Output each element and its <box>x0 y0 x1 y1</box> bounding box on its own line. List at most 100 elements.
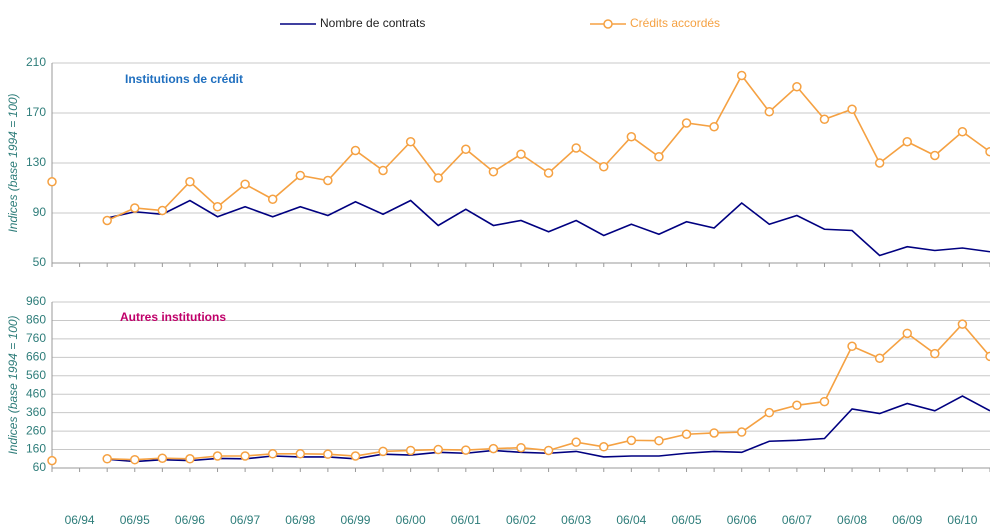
series-line <box>106 74 990 222</box>
point <box>405 137 416 147</box>
x-tick-label: 06/05 <box>672 513 702 527</box>
point <box>488 443 499 454</box>
subtitle: Institutions de crédit <box>125 72 243 86</box>
point <box>957 127 968 137</box>
y-tick-label: 60 <box>33 460 47 474</box>
point <box>516 442 526 453</box>
point <box>709 122 719 132</box>
point <box>985 351 990 362</box>
x-tick-label: 06/96 <box>175 513 205 527</box>
point <box>47 177 57 187</box>
x-tick-label: 06/10 <box>947 513 977 527</box>
point <box>130 454 140 465</box>
point <box>267 194 278 204</box>
point <box>902 137 912 147</box>
point <box>599 442 609 452</box>
y-tick-label: 210 <box>26 55 46 69</box>
y-tick-label: 360 <box>26 405 46 419</box>
point <box>847 104 857 114</box>
point <box>378 446 388 457</box>
point <box>792 400 802 411</box>
point <box>543 445 554 456</box>
x-tick-label: 06/06 <box>727 513 757 527</box>
point <box>985 147 990 157</box>
point <box>378 165 388 176</box>
point <box>405 445 416 456</box>
y-tick-label: 660 <box>26 350 46 364</box>
y-tick-label: 460 <box>26 386 46 400</box>
point <box>185 177 195 187</box>
point <box>681 118 692 128</box>
point <box>709 428 719 438</box>
point <box>130 203 140 213</box>
y-axis-title: Indices (base 1994 = 100) <box>6 315 20 454</box>
x-tick-label: 06/98 <box>285 513 315 527</box>
point <box>212 451 223 461</box>
point <box>654 435 664 446</box>
x-tick-label: 06/00 <box>396 513 426 527</box>
point <box>433 444 443 455</box>
point <box>323 449 333 459</box>
point <box>350 145 361 156</box>
point <box>626 435 637 446</box>
point <box>819 396 830 407</box>
legend-marker <box>603 19 613 29</box>
y-axis-title: Indices (base 1994 = 100) <box>6 93 20 232</box>
point <box>819 114 830 124</box>
point <box>543 168 554 178</box>
point <box>350 451 361 461</box>
point <box>626 132 637 142</box>
point <box>323 175 333 186</box>
x-tick-label: 06/01 <box>451 513 481 527</box>
point <box>930 348 940 359</box>
y-tick-label: 960 <box>26 294 46 308</box>
x-tick-label: 06/99 <box>340 513 370 527</box>
x-tick-label: 06/09 <box>892 513 922 527</box>
point <box>681 429 692 439</box>
point <box>571 143 581 153</box>
x-tick-label: 06/95 <box>120 513 150 527</box>
point <box>212 202 223 212</box>
point <box>902 328 912 339</box>
point <box>157 453 168 463</box>
point <box>47 455 57 466</box>
point <box>599 162 609 172</box>
y-tick-label: 130 <box>26 155 46 169</box>
x-tick-label: 06/94 <box>65 513 95 527</box>
x-tick-label: 06/03 <box>561 513 591 527</box>
point <box>571 437 581 447</box>
point <box>764 407 775 418</box>
point <box>240 179 250 189</box>
y-tick-label: 160 <box>26 442 46 456</box>
point <box>874 353 885 364</box>
series-line <box>107 322 990 461</box>
x-tick-label: 06/97 <box>230 513 260 527</box>
point <box>736 427 747 437</box>
point <box>792 82 802 92</box>
point <box>461 144 471 154</box>
point <box>847 341 857 352</box>
subtitle: Autres institutions <box>120 310 226 324</box>
point <box>874 158 885 168</box>
y-tick-label: 260 <box>26 423 46 437</box>
point <box>957 319 968 329</box>
point <box>240 451 250 461</box>
y-tick-label: 860 <box>26 313 46 327</box>
point <box>516 149 526 159</box>
point <box>267 449 278 459</box>
point <box>185 454 195 464</box>
x-tick-label: 06/02 <box>506 513 536 527</box>
y-tick-label: 560 <box>26 368 46 382</box>
point <box>461 445 471 455</box>
point <box>488 167 499 177</box>
y-tick-label: 90 <box>33 205 47 219</box>
point <box>295 449 306 459</box>
x-tick-label: 06/07 <box>782 513 812 527</box>
x-tick-label: 06/04 <box>616 513 646 527</box>
point <box>157 205 168 216</box>
point <box>433 173 443 183</box>
point <box>764 107 775 117</box>
point <box>654 152 664 162</box>
